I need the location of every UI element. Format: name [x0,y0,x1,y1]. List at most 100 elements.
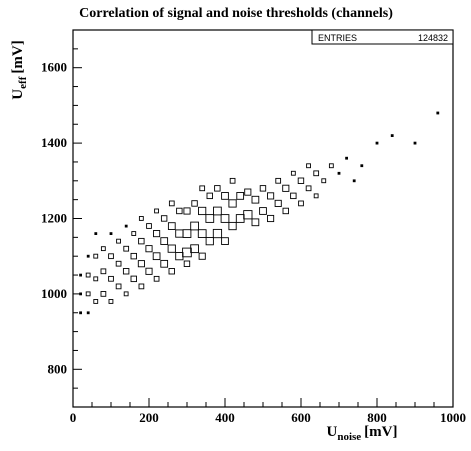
histogram-bin [93,276,99,282]
histogram-bin [190,244,199,254]
histogram-bin [235,214,245,223]
histogram-bin [199,185,206,192]
stats-entries-label: ENTRIES [318,33,357,43]
histogram-bin [93,299,99,304]
histogram-bin [205,214,215,223]
histogram-bin [79,273,82,277]
histogram-bin [205,237,214,246]
histogram-cells [79,111,440,315]
histogram-bin [86,311,90,315]
x-tick-label: 0 [70,410,77,425]
histogram-bin [100,268,107,275]
histogram-bin [152,252,161,261]
histogram-bin [221,192,229,200]
x-tick-label: 800 [367,410,387,425]
x-axis-label-unit: [mV] [364,424,397,440]
histogram-bin [85,272,91,278]
histogram-bin [100,291,107,297]
histogram-bin [175,229,184,238]
y-axis-label-unit: [mV] [10,40,26,73]
histogram-bin [160,215,168,222]
histogram-bin [436,111,440,115]
histogram-bin [198,206,207,216]
histogram-bin [123,291,129,297]
x-axis-label-main: U [326,424,337,440]
histogram-bin [305,185,312,192]
histogram-bin [282,184,290,192]
histogram-bin [259,185,267,192]
histogram-bin [138,283,145,290]
chart-title: Correlation of signal and noise threshol… [79,6,393,21]
histogram-bin [282,207,289,215]
histogram-bin [145,245,153,253]
histogram-bin [375,141,379,145]
histogram-bin [160,237,169,245]
plot-frame [72,29,454,408]
histogram-bin [267,214,275,223]
y-axis-label-main: U [10,89,26,100]
histogram-bin [138,237,145,245]
histogram-bin [130,275,137,283]
histogram-bin [182,229,192,238]
histogram-bin [160,259,169,268]
histogram-bin [197,229,207,238]
stats-entries-value: 124832 [418,33,448,43]
x-tick-label: 600 [291,410,311,425]
histogram-bin [115,283,122,290]
histogram-bin [345,156,348,160]
histogram-bin [138,216,144,221]
histogram-bin [275,177,282,184]
histogram-bin [228,199,237,208]
histogram-bin [130,252,137,260]
histogram-bin [85,291,91,297]
histogram-bin [190,221,199,231]
histogram-bin [182,247,192,258]
histogram-bin [244,188,252,196]
histogram-bin [109,232,113,235]
histogram-bin [154,208,159,214]
histogram-bin [206,192,213,200]
histogram-bin [94,232,98,235]
histogram-bin [79,311,82,315]
histogram-bin [153,230,161,238]
histogram-bin [228,221,237,231]
histogram-bin [212,228,223,239]
histogram-bin [274,199,282,207]
histogram-bin [413,141,417,145]
histogram-bin [100,246,106,252]
histogram-bin [108,275,114,282]
histogram-bin [337,171,341,175]
histogram-bin [93,253,99,259]
histogram-bin [198,252,206,260]
histogram-bin [176,207,183,215]
y-tick-label: 1400 [41,135,67,150]
histogram-bin [116,238,121,244]
histogram-bin [123,245,130,252]
histogram-bin [251,218,260,227]
histogram-bin [153,275,160,282]
histogram-bin [131,231,137,236]
histogram-bin [213,206,222,216]
histogram-bin [229,177,236,184]
histogram-bin [137,260,145,268]
x-axis-label: Unoise [mV] [326,424,397,443]
histogram-bin [221,237,229,245]
histogram-bin [360,164,364,168]
histogram-bin [313,170,320,177]
histogram-bin [86,254,90,258]
histogram-bin [115,260,122,267]
x-tick-label: 1000 [440,410,466,425]
histogram-bin [108,253,114,260]
y-axis-label: Ueff [mV] [10,40,29,99]
histogram-bin [122,268,130,275]
histogram-bin [306,163,311,169]
histogram-bin [108,299,114,304]
x-tick-label: 200 [139,410,159,425]
histogram-bin [167,244,176,253]
histogram-bin [328,163,334,169]
axis-ticks: 0 200 400 600 800 1000 800 1000 1200 1400 1600 [41,29,466,425]
y-tick-label: 1200 [41,211,67,226]
histogram-bin [243,210,253,220]
histogram-bin [313,193,319,199]
